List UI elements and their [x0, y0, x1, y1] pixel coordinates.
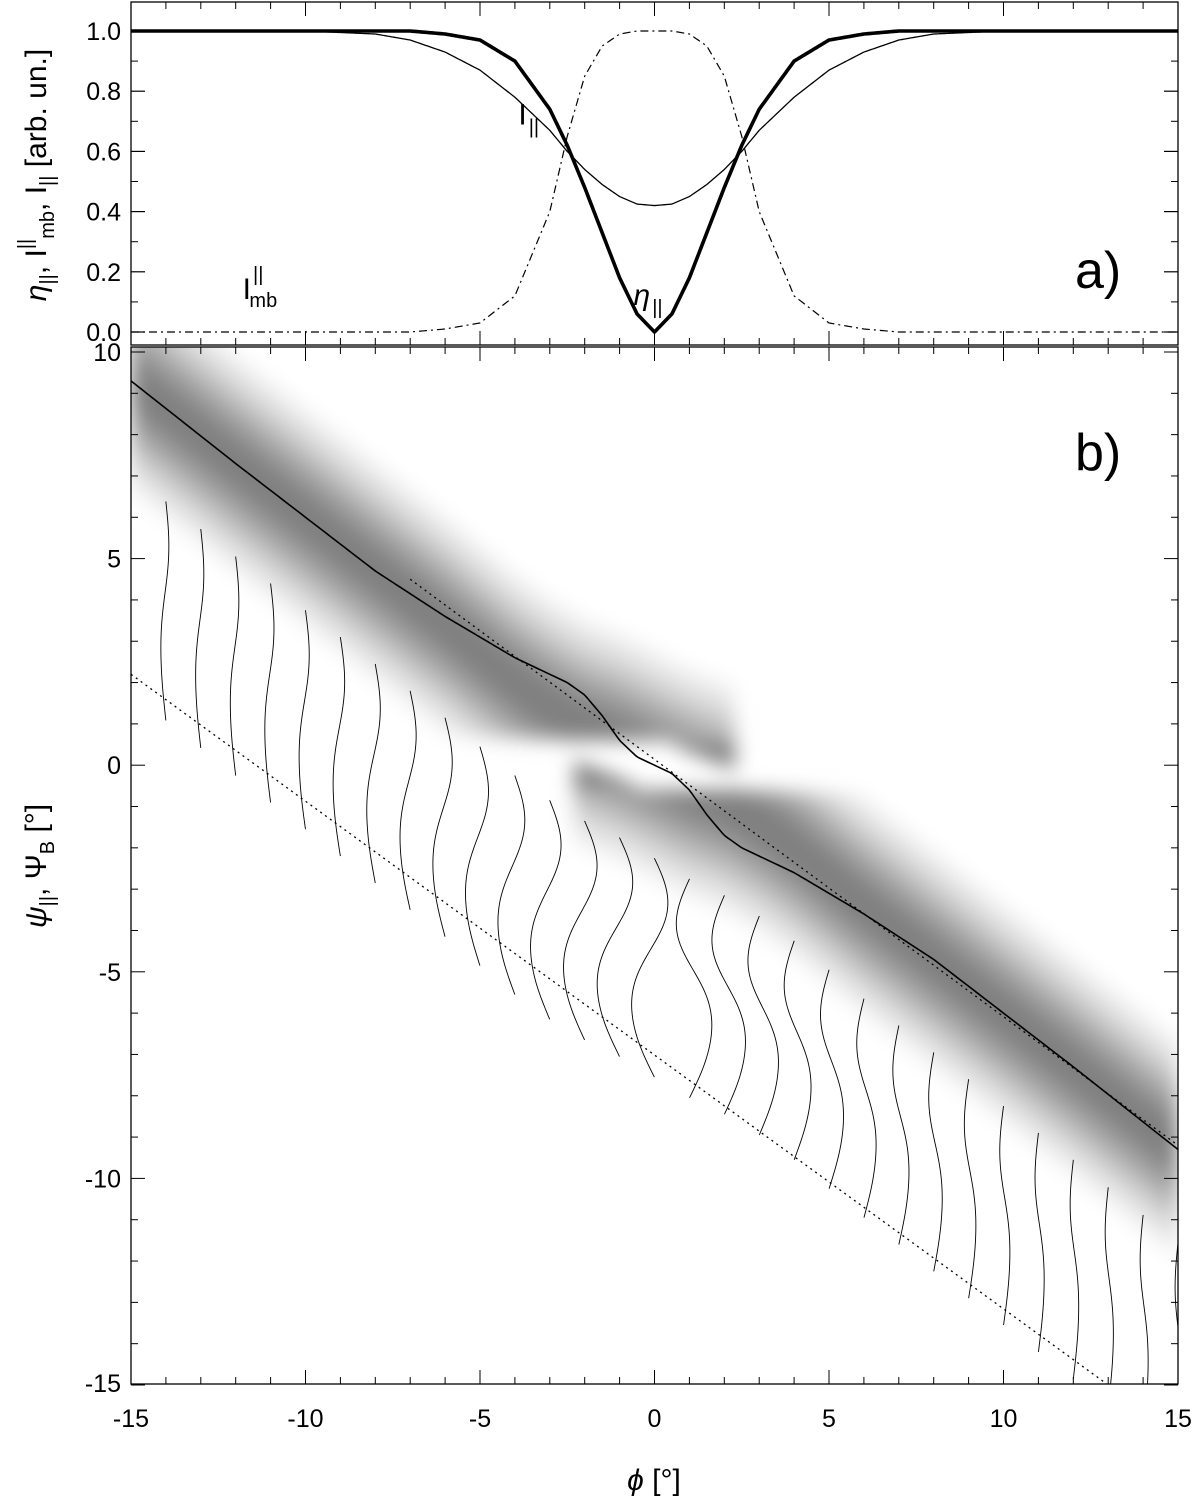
x-tick-label: 10 [990, 1405, 1018, 1433]
profile-curve [332, 637, 346, 857]
profile-curve [264, 583, 275, 803]
profile-curve [675, 878, 713, 1099]
y-tick-label: -5 [99, 959, 121, 987]
profile-curve [229, 556, 240, 776]
profile-curve [399, 690, 417, 910]
profile-curve [892, 1025, 910, 1245]
y-tick-label: 0.2 [86, 259, 121, 287]
profile-curve [497, 775, 526, 995]
curve-label-0: I || [518, 98, 539, 138]
y-tick-label: 0.6 [86, 138, 121, 166]
profile-curve [366, 663, 381, 884]
profile-curve [856, 998, 877, 1218]
profile-curve [1069, 1159, 1080, 1379]
x-tick-label: -5 [469, 1405, 491, 1433]
panel-b: -15 -10 -5 0 5 10 -15 -10 -5 0 5 10 15 b) ϕ [°] ψ||… [20, 339, 1192, 1497]
panel-b-label: b) [1075, 424, 1121, 482]
panel-b-y-tick-labels: -15 -10 -5 0 5 10 [85, 339, 121, 1398]
panel-a: 0.0 0.2 0.4 0.6 0.8 1.0 a) I ||η ||I || mb η||, I… [15, 1, 1179, 347]
profile-curve [631, 857, 669, 1078]
x-tick-label: 5 [822, 1405, 836, 1433]
x-tick-label: -10 [287, 1405, 323, 1433]
profile-curve [820, 969, 844, 1189]
x-tick-label: 15 [1164, 1405, 1192, 1433]
profile-curve [465, 746, 489, 966]
panel-b-profiles [160, 501, 1178, 1384]
panel-a-annotations: I ||η ||I || mb [243, 98, 663, 319]
y-tick-label: 0.4 [86, 199, 121, 227]
profile-curve [432, 717, 453, 937]
panel-a-y-tick-labels: 0.0 0.2 0.4 0.6 0.8 1.0 [86, 18, 121, 347]
panel-a-curves [131, 29, 1178, 334]
profile-curve [530, 800, 562, 1020]
y-tick-label: 0.0 [86, 319, 121, 347]
profile-curve [1174, 1242, 1178, 1331]
profile-curve [160, 501, 170, 721]
profile-curve [596, 837, 634, 1057]
band-lower-level-0 [574, 794, 1178, 1257]
band-upper-level-3 [131, 347, 735, 751]
profile-curve [1104, 1187, 1114, 1384]
panel-a-y-axis-label: η||, I||mb, I|| [arb. un.] [15, 49, 59, 301]
profile-curve [783, 940, 812, 1160]
panel-a-label: a) [1075, 242, 1121, 300]
band-upper-level-2 [131, 347, 735, 739]
profile-curve [711, 895, 746, 1115]
x-tick-label: 0 [648, 1405, 662, 1433]
profile-curve [1139, 1214, 1149, 1384]
y-tick-label: 1.0 [86, 18, 121, 46]
panel-b-x-axis-label: ϕ [°] [627, 1464, 681, 1497]
profile-curve [563, 820, 598, 1041]
x-tick-label: -15 [113, 1405, 149, 1433]
panel-b-intensity-band [131, 347, 1178, 1257]
profile-curve [928, 1052, 943, 1272]
y-tick-label: 0 [107, 752, 121, 780]
panel-b-x-tick-labels: -15 -10 -5 0 5 10 15 [113, 1405, 1192, 1433]
panel-b-y-axis-label: ψ||, ΨB [°] [20, 804, 59, 928]
profile-curve [963, 1079, 977, 1299]
psi-b-line [131, 380, 1178, 1151]
series-line-1 [131, 30, 1178, 207]
panel-b-curves [131, 380, 1178, 1384]
series-line-0 [131, 29, 1178, 334]
y-tick-label: 5 [107, 546, 121, 574]
profile-curve [1034, 1132, 1045, 1352]
panel-b-ticks [130, 347, 1179, 1386]
profile-curve [195, 528, 205, 749]
profile-curve [747, 915, 779, 1136]
y-tick-label: -15 [85, 1370, 121, 1398]
y-tick-label: 0.8 [86, 78, 121, 106]
y-tick-label: 10 [93, 339, 121, 367]
panel-a-frame [130, 1, 1179, 346]
series-line-2 [131, 30, 1178, 333]
profile-curve [298, 610, 310, 830]
profile-curve [999, 1106, 1011, 1326]
panel-a-ticks [130, 2, 1179, 345]
curve-label-2: I || mb [243, 264, 278, 312]
y-tick-label: -10 [85, 1165, 121, 1193]
